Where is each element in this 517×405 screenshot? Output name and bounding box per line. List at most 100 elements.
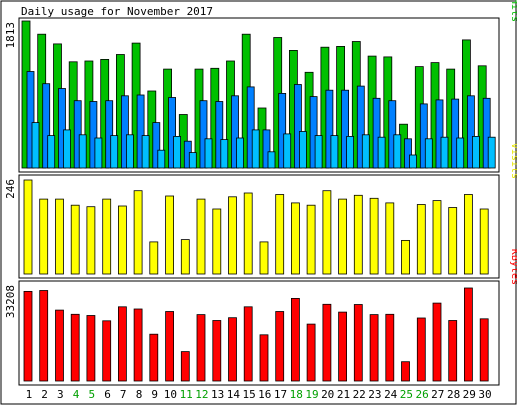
bar-pages-day-28	[456, 137, 465, 169]
bar-files-day-15	[246, 86, 255, 169]
bar-files-day-17	[278, 93, 287, 169]
x-tick-label-day-8: 8	[136, 388, 143, 401]
bar-kbytes-day-26	[416, 317, 426, 382]
bar-kbytes-day-3	[55, 309, 64, 382]
x-tick-label-day-1: 1	[26, 388, 33, 401]
x-tick-label-day-9: 9	[151, 388, 158, 401]
bar-files-day-24	[388, 100, 397, 169]
bar-pages-day-3	[63, 129, 71, 169]
bar-files-day-13	[215, 101, 224, 169]
bar-pages-day-13	[220, 139, 229, 169]
bar-kbytes-day-10	[165, 311, 175, 382]
bar-files-day-10	[168, 97, 177, 169]
bar-files-day-20	[325, 89, 334, 169]
x-tick-label-day-21: 21	[337, 388, 350, 401]
bar-pages-day-2	[47, 135, 56, 169]
bar-files-day-8	[136, 94, 145, 169]
bar-visits-day-10	[165, 195, 175, 275]
bar-visits-day-15	[243, 192, 253, 275]
x-tick-label-day-5: 5	[88, 388, 95, 401]
bar-pages-day-6	[110, 135, 119, 169]
x-tick-label-day-20: 20	[321, 388, 334, 401]
bar-kbytes-day-17	[275, 311, 285, 382]
bar-visits-day-3	[55, 198, 64, 275]
x-tick-label-day-28: 28	[447, 388, 460, 401]
bar-visits-day-13	[212, 208, 222, 275]
bar-kbytes-day-24	[385, 313, 395, 382]
bar-kbytes-day-14	[228, 317, 237, 382]
x-tick-label-day-2: 2	[41, 388, 48, 401]
bar-kbytes-day-2	[39, 290, 49, 382]
x-tick-label-day-7: 7	[120, 388, 127, 401]
bar-visits-day-29	[463, 194, 473, 275]
bar-files-day-4	[73, 100, 82, 169]
bar-visits-day-28	[448, 207, 458, 275]
x-tick-label-day-10: 10	[164, 388, 177, 401]
max-value-label-visits: 246	[4, 179, 17, 199]
bar-pages-day-14	[236, 137, 244, 169]
x-tick-label-day-4: 4	[73, 388, 80, 401]
bar-visits-day-20	[322, 190, 332, 275]
x-tick-label-day-13: 13	[211, 388, 224, 401]
x-tick-label-day-19: 19	[305, 388, 318, 401]
bar-kbytes-day-16	[259, 334, 269, 382]
max-value-label-kbytes: 33208	[4, 285, 17, 318]
bar-visits-day-12	[196, 198, 206, 275]
x-tick-label-day-30: 30	[478, 388, 491, 401]
panel-kbytes: 33208 KBytes	[4, 249, 517, 386]
bar-pages-day-1	[31, 122, 40, 169]
bar-pages-day-16	[267, 151, 276, 169]
x-tick-label-day-24: 24	[384, 388, 398, 401]
bar-visits-day-19	[306, 204, 316, 275]
panel-label-visits: Visits	[509, 143, 517, 179]
bar-visits-day-11	[180, 239, 190, 275]
bar-pages-day-15	[251, 129, 260, 169]
bar-pages-day-17	[283, 133, 292, 169]
bar-visits-day-24	[385, 202, 395, 275]
max-value-label-hits: 1813	[4, 22, 17, 49]
panel-label-part: Hits	[509, 0, 517, 22]
bar-files-day-2	[42, 83, 51, 169]
bar-pages-day-30	[487, 136, 496, 169]
bar-pages-day-29	[471, 135, 480, 169]
bar-kbytes-day-6	[102, 320, 112, 382]
bar-kbytes-day-20	[322, 303, 332, 382]
bar-pages-day-7	[126, 134, 134, 169]
bar-files-day-3	[58, 88, 66, 169]
x-tick-label-day-27: 27	[431, 388, 444, 401]
bar-visits-day-14	[228, 196, 237, 275]
bar-pages-day-19	[314, 135, 323, 169]
bar-visits-day-7	[118, 205, 127, 275]
bar-kbytes-day-5	[86, 315, 96, 382]
bar-visits-day-23	[369, 197, 379, 275]
bar-files-day-28	[451, 98, 460, 169]
bar-kbytes-day-22	[353, 304, 363, 382]
bar-files-day-16	[262, 129, 271, 169]
x-tick-label-day-18: 18	[290, 388, 303, 401]
bar-kbytes-day-19	[306, 323, 316, 382]
bar-files-day-1	[26, 71, 35, 169]
x-tick-label-day-11: 11	[180, 388, 193, 401]
bar-files-day-26	[419, 103, 428, 169]
x-tick-label-day-29: 29	[463, 388, 476, 401]
chart-panels: 1813 Pages/Files/Hits 246 Visits 33208 KBytes	[4, 0, 517, 386]
bar-visits-day-16	[259, 241, 269, 275]
bar-kbytes-day-21	[338, 311, 348, 382]
x-tick-label-day-26: 26	[415, 388, 428, 401]
bar-visits-day-27	[432, 200, 442, 275]
bar-files-day-29	[466, 95, 475, 169]
bar-files-day-23	[372, 97, 381, 169]
bar-visits-day-17	[275, 194, 285, 275]
bar-pages-day-26	[424, 138, 433, 169]
bar-visits-day-30	[479, 208, 489, 275]
bar-kbytes-day-13	[212, 320, 222, 382]
bar-pages-day-27	[440, 136, 449, 169]
bar-kbytes-day-25	[401, 361, 410, 382]
bar-files-day-5	[89, 101, 98, 169]
bar-files-day-27	[435, 99, 444, 169]
bar-pages-day-10	[173, 135, 182, 169]
panel-label-part: Visits	[509, 143, 517, 179]
bar-kbytes-day-4	[70, 313, 80, 382]
bar-visits-day-6	[102, 198, 112, 275]
bar-visits-day-5	[86, 206, 96, 275]
